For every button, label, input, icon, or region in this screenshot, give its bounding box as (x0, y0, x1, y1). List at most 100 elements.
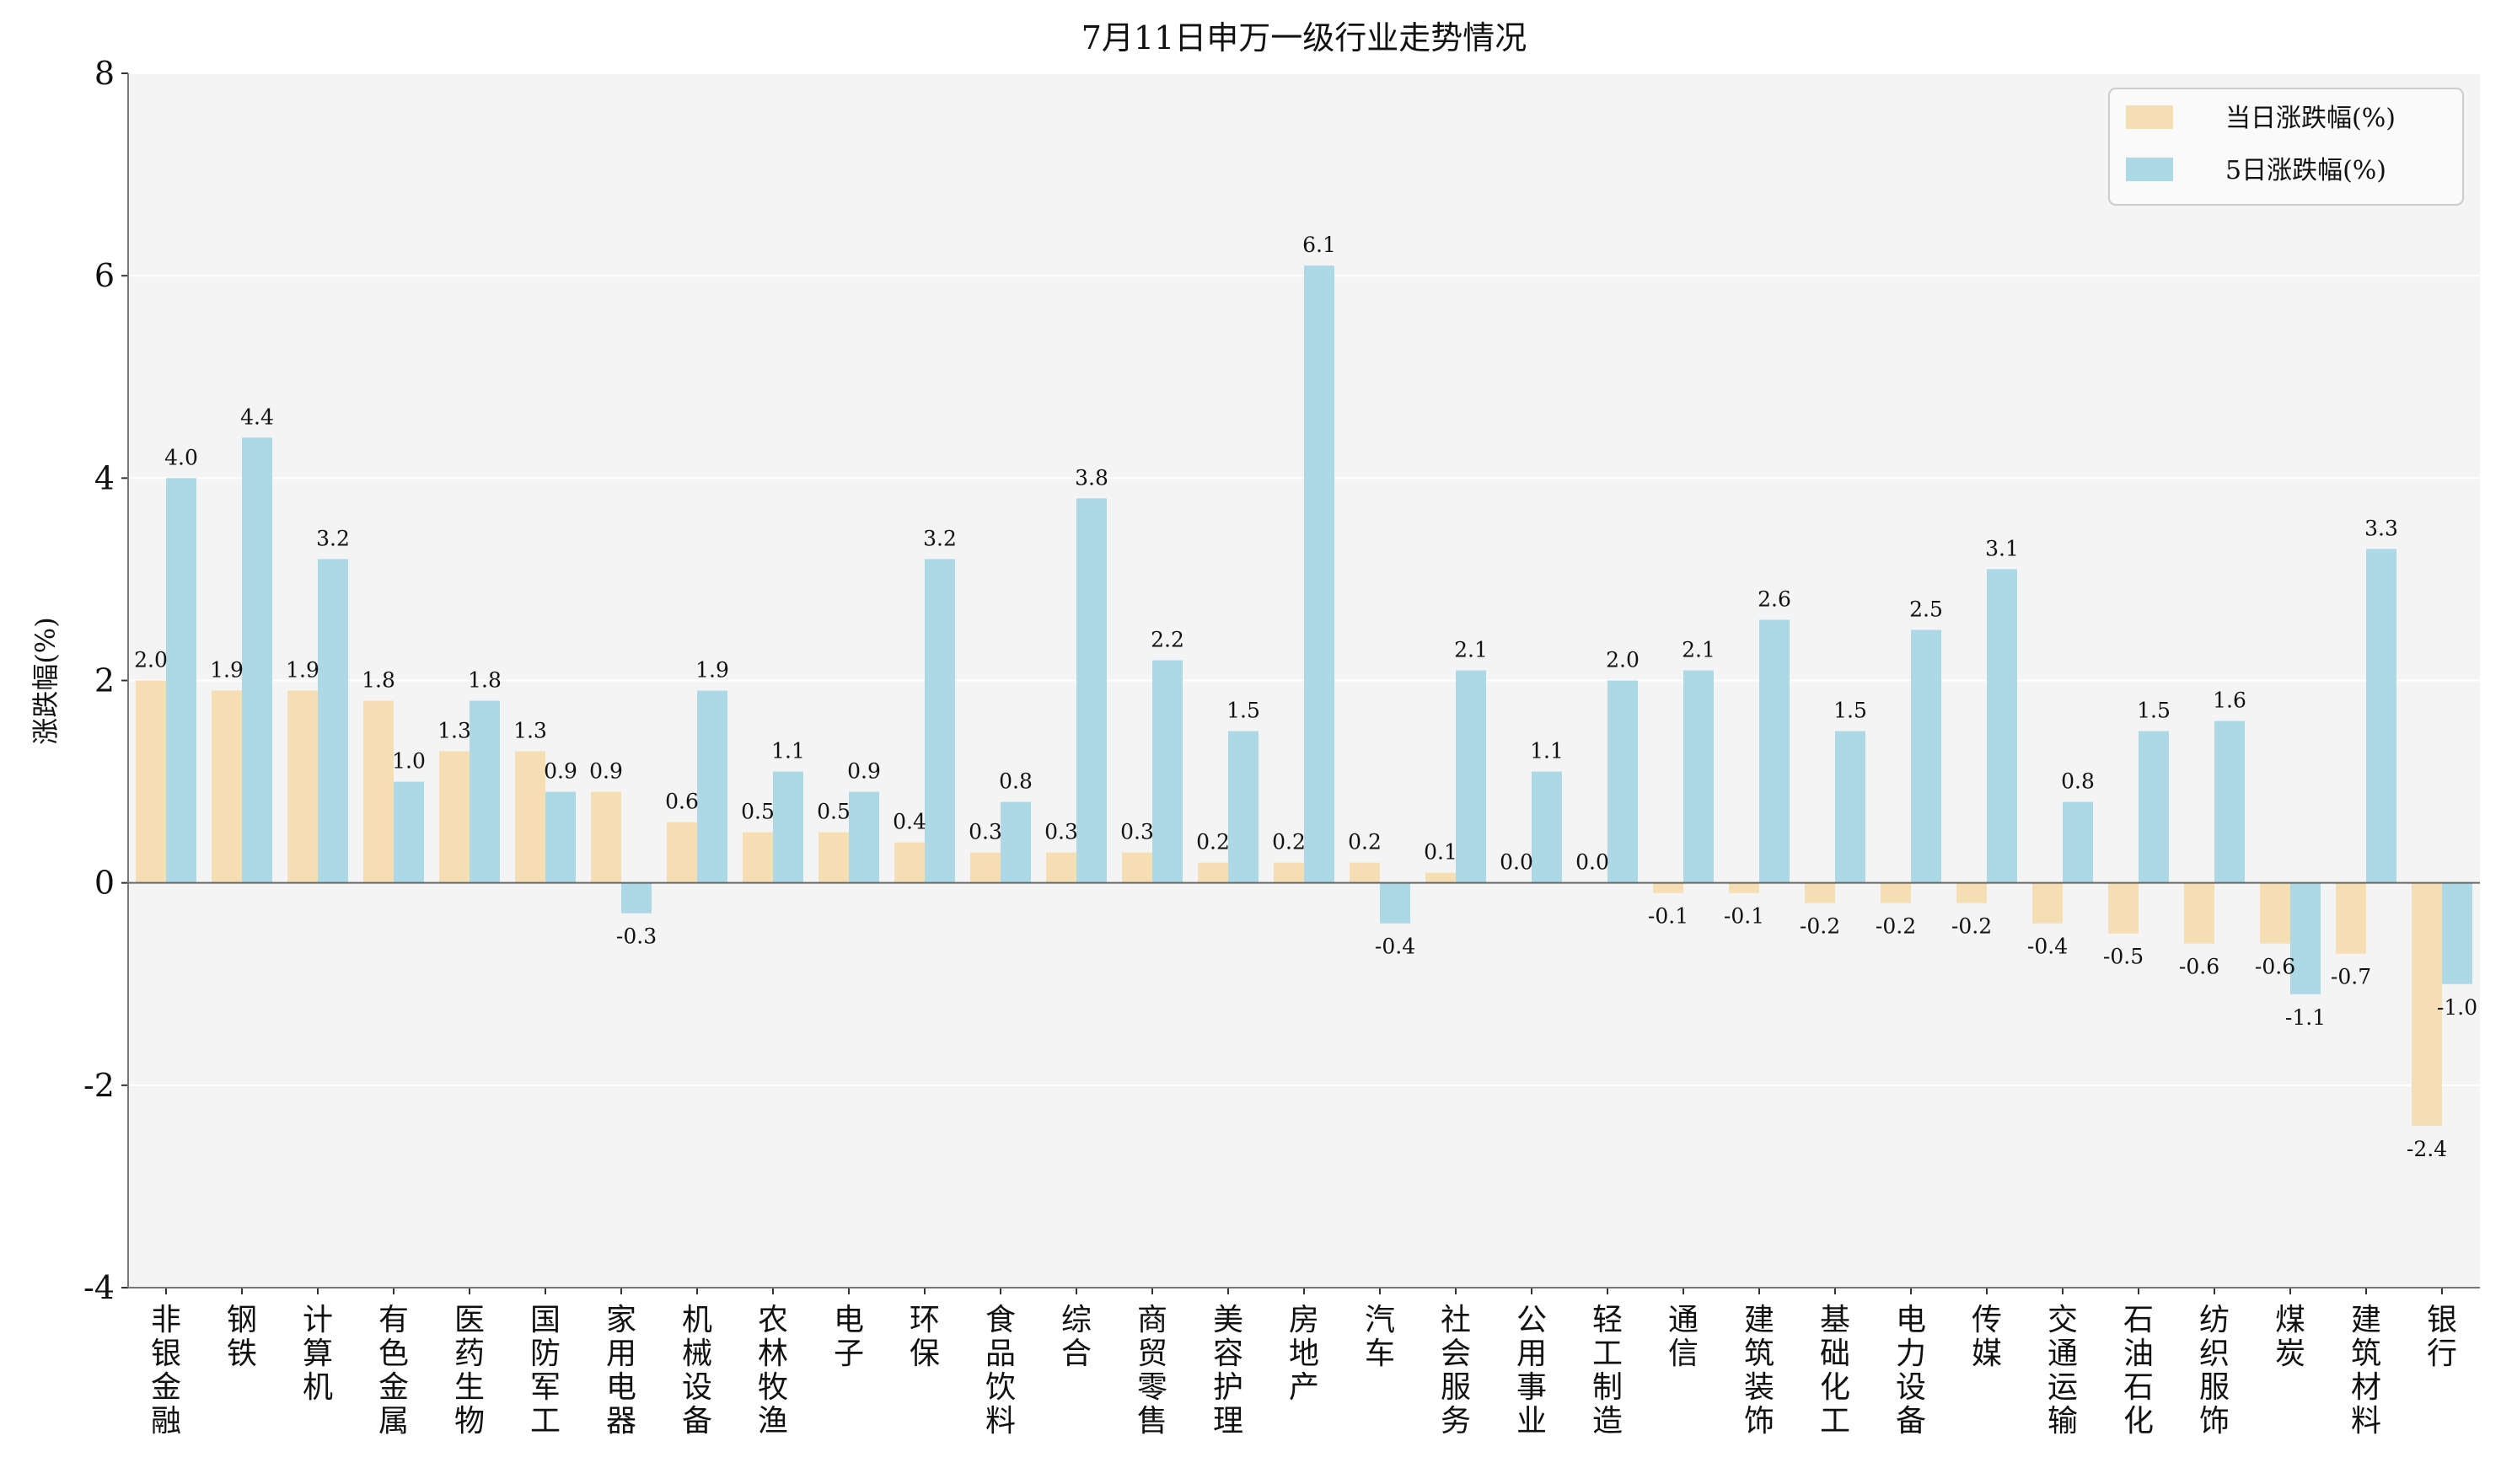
bar-5day (394, 781, 424, 883)
data-label: 0.9 (847, 759, 881, 784)
data-label: 1.1 (1530, 739, 1564, 763)
legend-label-daily: 当日涨跌幅(%) (2225, 104, 2396, 133)
data-label: 3.1 (1985, 536, 2019, 560)
data-label: 4.4 (240, 404, 274, 429)
x-tick-label: 商贸零售 (1137, 1303, 1167, 1438)
data-label: 0.8 (999, 769, 1033, 794)
bar-5day (1759, 619, 1790, 883)
bar-daily (894, 842, 925, 883)
data-label: 0.2 (1272, 830, 1306, 855)
x-tick-label: 电子 (834, 1303, 864, 1371)
data-label: 1.9 (695, 658, 729, 683)
x-tick-label: 汽车 (1365, 1303, 1395, 1371)
y-tick-label: 0 (94, 865, 115, 902)
x-tick-label: 建筑材料 (2351, 1303, 2381, 1438)
x-tick-label: 农林牧渔 (758, 1303, 788, 1438)
bar-5day (1456, 670, 1486, 883)
x-tick-label: 国防军工 (530, 1303, 561, 1438)
x-tick-label: 医药生物 (454, 1303, 485, 1438)
x-tick-label: 交通运输 (2047, 1303, 2078, 1438)
bar-5day (925, 559, 955, 883)
data-label: -0.1 (1648, 904, 1688, 929)
bar-daily (439, 751, 470, 883)
x-tick-label: 非银金融 (151, 1303, 181, 1438)
data-label: 0.2 (1196, 830, 1230, 855)
x-tick-label: 计算机 (303, 1303, 333, 1405)
bar-daily (2412, 882, 2442, 1126)
y-tick-label: 6 (94, 257, 115, 294)
data-label: -0.5 (2103, 945, 2144, 969)
bar-5day (1228, 731, 1259, 883)
bar-daily (970, 852, 1001, 883)
bar-daily (2184, 882, 2214, 944)
bar-5day (318, 559, 348, 883)
x-tick-label: 有色金属 (378, 1303, 409, 1438)
bar-5day (2214, 721, 2245, 883)
x-tick-label: 通信 (1668, 1303, 1699, 1371)
data-label: 4.0 (164, 445, 198, 469)
bar-5day (2063, 801, 2093, 883)
data-label: 0.9 (589, 759, 623, 784)
data-label: 1.8 (362, 668, 395, 693)
bar-daily (1653, 882, 1683, 893)
data-label: 1.9 (286, 658, 319, 683)
data-label: -0.2 (1951, 914, 1992, 939)
x-tick-label: 电力设备 (1896, 1303, 1926, 1438)
bar-daily (287, 690, 318, 883)
chart-title: 7月11日申万一级行业走势情况 (1081, 19, 1527, 56)
legend-swatch-5day (2126, 158, 2173, 181)
data-label: 2.0 (1606, 648, 1640, 672)
data-label: 1.3 (513, 719, 547, 743)
data-label: 2.0 (134, 648, 168, 672)
x-tick-label: 石油石化 (2123, 1303, 2154, 1438)
bar-5day (697, 690, 727, 883)
data-label: 0.5 (741, 800, 775, 824)
x-tick-label: 轻工制造 (1592, 1303, 1623, 1438)
y-tick-label: 8 (94, 55, 115, 92)
bar-daily (1956, 882, 1987, 903)
data-label: -0.6 (2255, 955, 2295, 979)
x-tick-label: 房地产 (1289, 1303, 1319, 1405)
legend-label-5day: 5日涨跌幅(%) (2225, 156, 2386, 185)
y-axis-label: 涨跌幅(%) (30, 617, 62, 744)
data-label: 1.0 (392, 749, 426, 774)
data-label: 3.2 (316, 526, 350, 550)
bar-5day (1076, 498, 1107, 883)
bar-daily (1122, 852, 1152, 883)
data-label: 0.1 (1424, 840, 1457, 865)
bar-daily (1350, 862, 1380, 883)
bar-5day (2139, 731, 2169, 883)
bar-daily (515, 751, 545, 883)
data-label: 0.3 (1044, 820, 1078, 844)
y-tick-label: 4 (94, 459, 115, 496)
data-label: -0.2 (1800, 914, 1840, 939)
x-tick-label: 机械设备 (682, 1303, 712, 1438)
data-label: 1.5 (1833, 699, 1867, 723)
data-label: 2.6 (1758, 587, 1791, 611)
data-label: 3.2 (923, 526, 957, 550)
bar-5day (545, 791, 576, 883)
bar-daily (1881, 882, 1911, 903)
bar-daily (136, 680, 166, 883)
bar-5day (1532, 771, 1562, 883)
bar-5day (1380, 882, 1410, 924)
y-tick-label: -2 (83, 1067, 115, 1104)
data-label: 2.1 (1682, 637, 1715, 662)
bar-5day (242, 437, 272, 883)
x-tick-label: 综合 (1061, 1303, 1092, 1371)
data-label: -2.4 (2407, 1137, 2447, 1161)
data-label: 1.5 (2137, 699, 2171, 723)
x-tick-label: 银行 (2427, 1303, 2457, 1371)
bar-daily (1425, 872, 1456, 883)
bar-5day (1987, 569, 2017, 883)
bar-daily (1198, 862, 1228, 883)
legend-swatch-daily (2126, 105, 2173, 129)
bar-daily (818, 832, 849, 883)
data-label: 0.8 (2061, 769, 2095, 794)
bar-5day (2442, 882, 2472, 984)
bar-daily (1805, 882, 1835, 903)
bar-daily (667, 822, 697, 883)
x-tick-label: 食品饮料 (985, 1303, 1016, 1438)
bar-daily (591, 791, 621, 883)
data-label: 1.6 (2213, 688, 2246, 713)
